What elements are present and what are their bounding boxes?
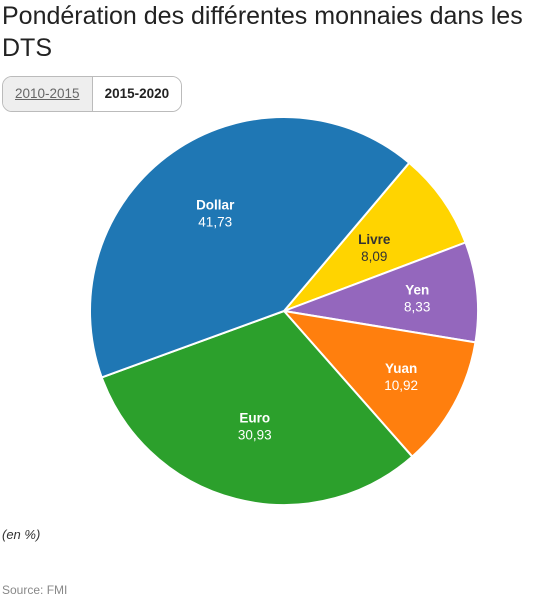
pie-label-livre: Livre 8,09 (358, 232, 391, 264)
page-title: Pondération des différentes monnaies dan… (2, 2, 523, 62)
slice-value-label: 41,73 (198, 214, 232, 229)
period-tabs: 2010-2015 2015-2020 (2, 76, 183, 112)
slice-value-label: 8,33 (404, 300, 430, 315)
tab-2010-2015[interactable]: 2010-2015 (3, 77, 93, 111)
source-note: Source: FMI (2, 583, 68, 597)
pie-label-dollar: Dollar 41,73 (196, 197, 235, 229)
pie-slice-yen (283, 241, 479, 344)
unit-note: (en %) (2, 527, 41, 542)
pie-label-euro: Euro 30,93 (238, 411, 272, 443)
slice-value-label: 30,93 (238, 428, 272, 443)
pie-slice-euro (100, 310, 414, 506)
pie-label-yen: Yen 8,33 (404, 283, 430, 315)
slice-value-label: 10,92 (384, 378, 418, 393)
slice-name-label: Yuan (385, 361, 417, 376)
pie-slice-livre (283, 161, 467, 312)
tab-2015-2020[interactable]: 2015-2020 (92, 77, 182, 111)
slice-name-label: Dollar (196, 197, 235, 212)
slice-name-label: Yen (405, 283, 429, 298)
pie-label-yuan: Yuan 10,92 (384, 361, 418, 393)
pie-slice-dollar (89, 116, 411, 379)
pie-slice-yuan (283, 310, 477, 458)
slice-name-label: Euro (239, 411, 270, 426)
slice-value-label: 8,09 (361, 249, 387, 264)
slice-name-label: Livre (358, 232, 391, 247)
